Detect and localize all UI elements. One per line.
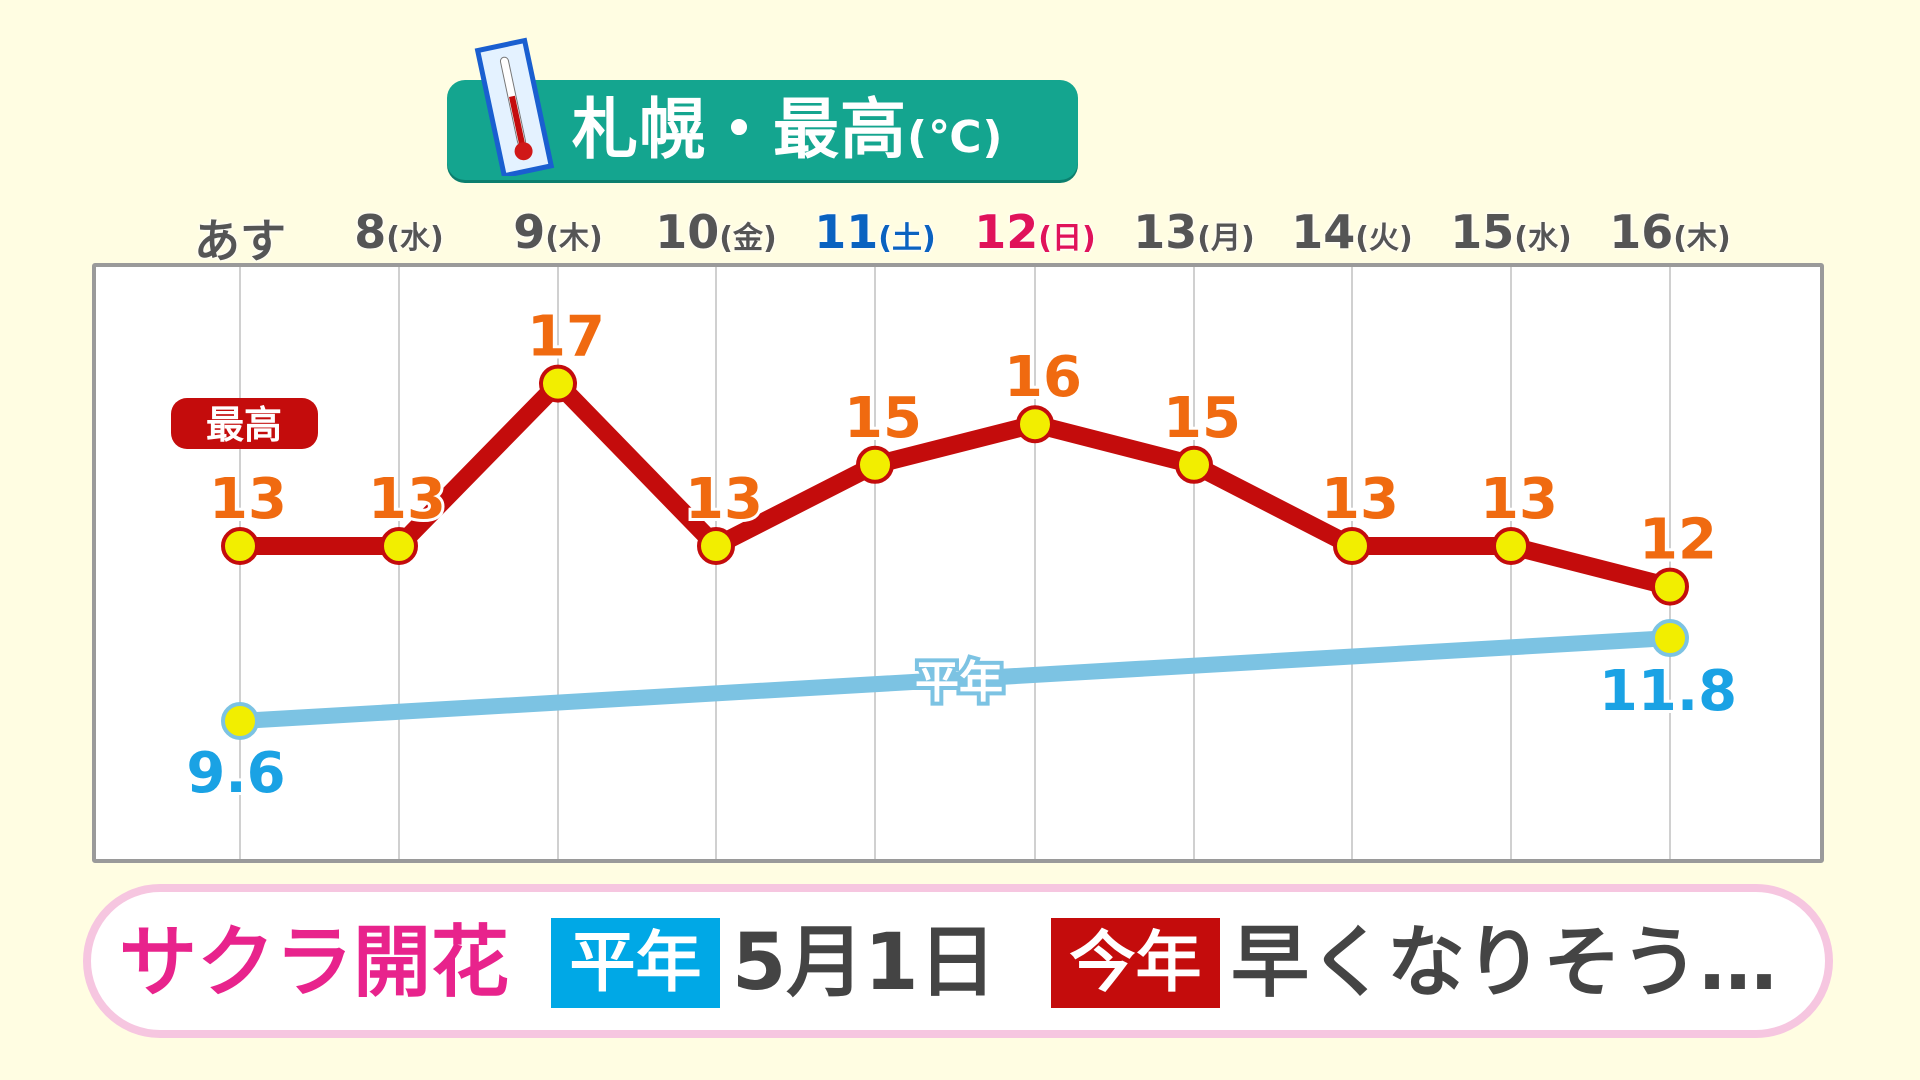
max-data-label: 13: [1480, 467, 1558, 532]
max-data-label: 13: [368, 467, 446, 532]
tick-weekday: (日): [1038, 221, 1096, 256]
normal-tag: 平年: [551, 918, 720, 1008]
max-data-label: 12: [1639, 508, 1717, 573]
normal-start-label: 9.6: [186, 741, 285, 806]
normal-end-label: 11.8: [1599, 659, 1737, 724]
tick-day: 8: [354, 205, 387, 259]
this-year-tag: 今年: [1051, 918, 1220, 1008]
tick-day: あす: [194, 214, 286, 268]
x-tick-label: 10(金): [636, 205, 796, 259]
tick-weekday: (月): [1197, 221, 1255, 256]
max-data-point: [697, 527, 735, 565]
title-city: 札幌・最高: [572, 91, 907, 168]
max-series-badge-label: 最高: [206, 403, 282, 447]
x-tick-label: 16(木): [1590, 205, 1750, 259]
normal-series-line: [232, 630, 1678, 729]
tick-weekday: (土): [878, 221, 936, 256]
max-data-point: [1651, 567, 1689, 606]
tick-day: 14: [1291, 205, 1356, 259]
normal-date: 5月1日: [732, 918, 997, 1008]
tick-day: 12: [974, 205, 1039, 259]
x-tick-label: 12(日): [955, 205, 1115, 259]
x-tick-label: あす: [160, 205, 320, 271]
max-data-label: 16: [1004, 345, 1082, 410]
tick-day: 15: [1450, 205, 1515, 259]
max-data-label: 15: [1163, 386, 1241, 451]
tick-weekday: (金): [719, 221, 777, 256]
max-data-point: [1492, 527, 1530, 565]
title-unit: (℃): [907, 112, 1004, 163]
banner-subject: サクラ開花: [119, 918, 510, 1008]
max-data-point: [539, 364, 577, 403]
tick-weekday: (水): [1514, 221, 1572, 256]
thermometer-icon: [474, 37, 555, 176]
x-tick-label: 8(水): [319, 205, 479, 259]
max-series-badge: [171, 398, 318, 449]
x-tick-label: 13(月): [1114, 205, 1274, 259]
max-data-label: 15: [844, 386, 922, 451]
tick-weekday: (木): [1673, 221, 1731, 256]
max-data-point: [856, 445, 894, 484]
max-data-point: [1333, 527, 1371, 565]
x-tick-label: 9(木): [478, 205, 638, 259]
max-series-line: [240, 370, 1673, 596]
tick-day: 10: [655, 205, 720, 259]
normal-series-label: 平年: [915, 657, 1003, 708]
chart-title: 札幌・最高(℃): [572, 80, 1004, 180]
max-data-label: 17: [527, 305, 605, 370]
normal-data-point: [221, 702, 259, 740]
this-year-text: 早くなりそう…: [1231, 918, 1778, 1008]
x-tick-label: 14(火): [1272, 205, 1432, 259]
x-tick-label: 15(水): [1431, 205, 1591, 259]
max-data-label: 13: [685, 467, 763, 532]
max-data-label: 13: [1321, 467, 1399, 532]
max-data-point: [380, 527, 418, 565]
tick-weekday: (木): [545, 221, 603, 256]
max-data-point: [221, 527, 259, 565]
tick-day: 9: [513, 205, 546, 259]
max-data-point: [1175, 445, 1213, 484]
sakura-banner: [83, 884, 1833, 1038]
max-data-point: [1016, 405, 1054, 444]
tick-weekday: (水): [386, 221, 444, 256]
max-data-label: 13: [209, 467, 287, 532]
tick-day: 16: [1609, 205, 1674, 259]
x-tick-label: 11(土): [795, 205, 955, 259]
tick-weekday: (火): [1355, 221, 1413, 256]
tick-day: 13: [1133, 205, 1198, 259]
tick-day: 11: [814, 205, 879, 259]
chart-area: [92, 263, 1824, 863]
normal-data-point: [1651, 619, 1689, 658]
